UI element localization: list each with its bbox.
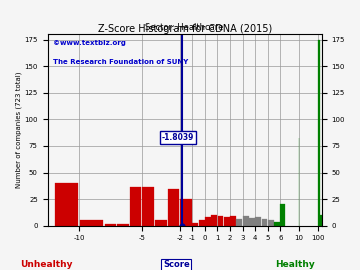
Bar <box>262 220 267 226</box>
Bar <box>205 217 211 226</box>
Bar <box>318 39 320 226</box>
Bar <box>224 217 230 226</box>
Bar <box>142 187 154 226</box>
Y-axis label: Number of companies (723 total): Number of companies (723 total) <box>15 72 22 188</box>
Bar <box>155 221 167 226</box>
Bar <box>249 218 255 226</box>
Bar <box>217 216 224 226</box>
Bar <box>255 217 261 226</box>
Bar <box>193 222 198 226</box>
Text: Score: Score <box>163 260 190 269</box>
Text: The Research Foundation of SUNY: The Research Foundation of SUNY <box>53 59 188 65</box>
Bar <box>199 221 204 226</box>
Bar <box>230 216 236 226</box>
Bar <box>268 221 274 226</box>
Bar <box>320 215 322 226</box>
Bar <box>280 204 285 226</box>
Bar <box>237 220 242 226</box>
Bar <box>167 188 179 226</box>
Bar <box>243 216 248 226</box>
Text: -1.8039: -1.8039 <box>162 133 194 142</box>
Text: Unhealthy: Unhealthy <box>21 260 73 269</box>
Bar <box>55 183 78 226</box>
Bar <box>105 224 116 226</box>
Bar <box>130 187 141 226</box>
Text: Sector: Healthcare: Sector: Healthcare <box>145 23 224 32</box>
Bar <box>80 221 103 226</box>
Text: Healthy: Healthy <box>275 260 315 269</box>
Bar <box>211 215 217 226</box>
Text: ©www.textbiz.org: ©www.textbiz.org <box>53 40 126 46</box>
Title: Z-Score Histogram for CDNA (2015): Z-Score Histogram for CDNA (2015) <box>98 24 272 34</box>
Bar <box>274 221 280 226</box>
Bar <box>180 199 192 226</box>
Bar <box>117 224 129 226</box>
